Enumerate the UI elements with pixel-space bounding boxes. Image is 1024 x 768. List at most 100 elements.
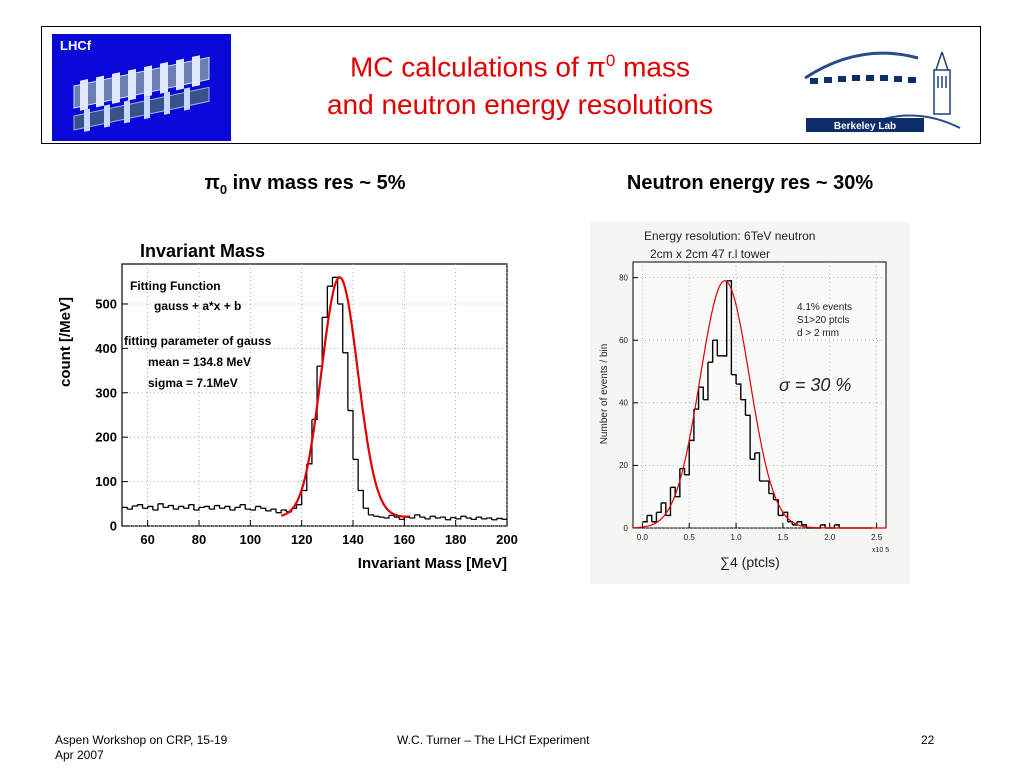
- y-tick-label: 0: [110, 519, 117, 534]
- histogram-bin: [445, 517, 452, 521]
- histogram-bin: [491, 518, 498, 521]
- histogram-bin: [276, 510, 282, 514]
- footer-left-line-1: Aspen Workshop on CRP, 15-19: [55, 733, 228, 747]
- left-heading-text: inv mass res ~ 5%: [227, 172, 406, 194]
- histogram-bin: [455, 516, 462, 520]
- histogram-bin: [260, 507, 267, 511]
- y-tick-label: 300: [95, 385, 117, 400]
- histogram-bin: [122, 506, 128, 510]
- histogram-bin: [471, 517, 477, 520]
- histogram-bin: [358, 489, 364, 509]
- footer-center: W.C. Turner – The LHCf Experiment: [397, 733, 590, 747]
- x-multiplier: x10 5: [872, 547, 889, 554]
- histogram-bin: [363, 507, 370, 515]
- y-axis-label: count [/MeV]: [57, 297, 74, 387]
- x-tick-label: 1.5: [777, 533, 789, 542]
- x-tick-label: 80: [192, 532, 206, 547]
- histogram-bin: [209, 505, 216, 510]
- histogram-bin: [199, 506, 205, 508]
- histogram-bin: [764, 480, 770, 494]
- plot-title: Invariant Mass: [140, 241, 265, 261]
- histogram-bin: [229, 507, 236, 511]
- histogram-bin: [796, 521, 803, 525]
- histogram-bin: [234, 504, 241, 508]
- lhcf-logo-label: LHCf: [60, 38, 92, 53]
- histogram-bin: [132, 504, 139, 507]
- annotation-fitting-function: Fitting Function: [130, 279, 221, 293]
- histogram-bin: [409, 514, 416, 519]
- histogram-bin: [661, 502, 667, 516]
- histogram-bin: [460, 515, 467, 519]
- y-tick-label: 0: [624, 524, 629, 533]
- histogram-bin: [188, 504, 195, 511]
- left-heading-pi: π: [204, 172, 220, 194]
- histogram-bin: [703, 362, 709, 401]
- x-tick-label: 2.5: [871, 533, 883, 542]
- histogram-bin: [722, 280, 728, 357]
- histogram-bin: [430, 515, 436, 519]
- annotation-d: d > 2 mm: [797, 328, 839, 339]
- histogram-bin: [642, 515, 648, 523]
- histogram-bin: [337, 303, 344, 353]
- histogram-bin: [647, 514, 653, 522]
- histogram-bin: [740, 398, 747, 416]
- title-line-1: MC calculations of π0 mass: [240, 42, 800, 86]
- histogram-bin: [736, 383, 742, 400]
- histogram-bin: [204, 505, 210, 510]
- plot-frame: [632, 261, 887, 529]
- title-pi: π: [586, 51, 606, 83]
- histogram-bin: [651, 512, 658, 523]
- histogram-bin: [665, 487, 672, 517]
- slide-title: MC calculations of π0 mass and neutron e…: [240, 42, 800, 124]
- annotation-s1: S1>20 ptcls: [797, 315, 850, 326]
- histogram-bin: [675, 468, 681, 498]
- histogram-bin: [440, 516, 447, 520]
- x-tick-label: 2.0: [824, 533, 836, 542]
- histogram-bin: [311, 366, 318, 421]
- x-axis-label: Invariant Mass [MeV]: [358, 555, 507, 572]
- x-tick-label: 160: [393, 532, 415, 547]
- annotation-fit-formula: gauss + a*x + b: [154, 299, 241, 313]
- y-tick-label: 60: [619, 336, 628, 345]
- histogram-bin: [750, 452, 756, 460]
- histogram-bin: [157, 503, 164, 508]
- histogram-bin: [754, 452, 761, 482]
- plot-frame: [121, 263, 508, 527]
- title-line-2: and neutron energy resolutions: [326, 89, 714, 121]
- histogram-bin: [689, 409, 695, 442]
- annotation-sigma: sigma = 7.1MeV: [148, 376, 238, 390]
- histogram-bin: [679, 467, 686, 475]
- y-tick-label: 80: [619, 273, 628, 282]
- x-tick-label: 120: [291, 532, 313, 547]
- histogram-bin: [707, 340, 714, 363]
- x-tick-label: 1.0: [731, 533, 743, 542]
- x-axis-label: ∑4 (ptcls): [720, 554, 780, 570]
- x-tick-label: 180: [445, 532, 467, 547]
- histogram-bin: [383, 515, 390, 519]
- annotation-sigma: σ = 30 %: [779, 375, 851, 395]
- invariant-mass-plot: 60 80 100 120 140 160 180 200 0 100 200 300 400 500 I…: [57, 241, 518, 572]
- neutron-energy-plot: 0.0 0.5 1.0 1.5 2.0 2.5 0 20 40 60 80 Energy resol…: [590, 222, 910, 584]
- footer-left: Aspen Workshop on CRP, 15-19 Apr 2007: [55, 733, 227, 763]
- histogram-bin: [327, 277, 334, 287]
- right-heading: Neutron energy res ~ 30%: [626, 172, 874, 194]
- histogram-bin: [834, 524, 840, 528]
- histogram-bin: [698, 386, 704, 400]
- histogram-bin: [168, 504, 174, 510]
- histogram-bin: [322, 286, 328, 318]
- title-line-1-pre: MC calculations of: [349, 51, 587, 83]
- x-tick-label: 60: [140, 532, 154, 547]
- y-tick-label: 100: [95, 474, 117, 489]
- lhcf-detector-image: [73, 55, 210, 132]
- histogram-bin: [214, 504, 221, 509]
- y-axis-label: Number of events / bin: [599, 344, 610, 445]
- histogram-bin: [342, 352, 349, 411]
- histogram-bin: [414, 514, 421, 518]
- histogram-bin: [152, 503, 159, 511]
- y-tick-label: 200: [95, 430, 117, 445]
- histogram-bin: [240, 504, 246, 510]
- histogram-bin: [137, 504, 144, 509]
- x-tick-label: 140: [342, 532, 364, 547]
- y-tick-label: 20: [619, 461, 628, 470]
- histogram-bin: [726, 280, 733, 375]
